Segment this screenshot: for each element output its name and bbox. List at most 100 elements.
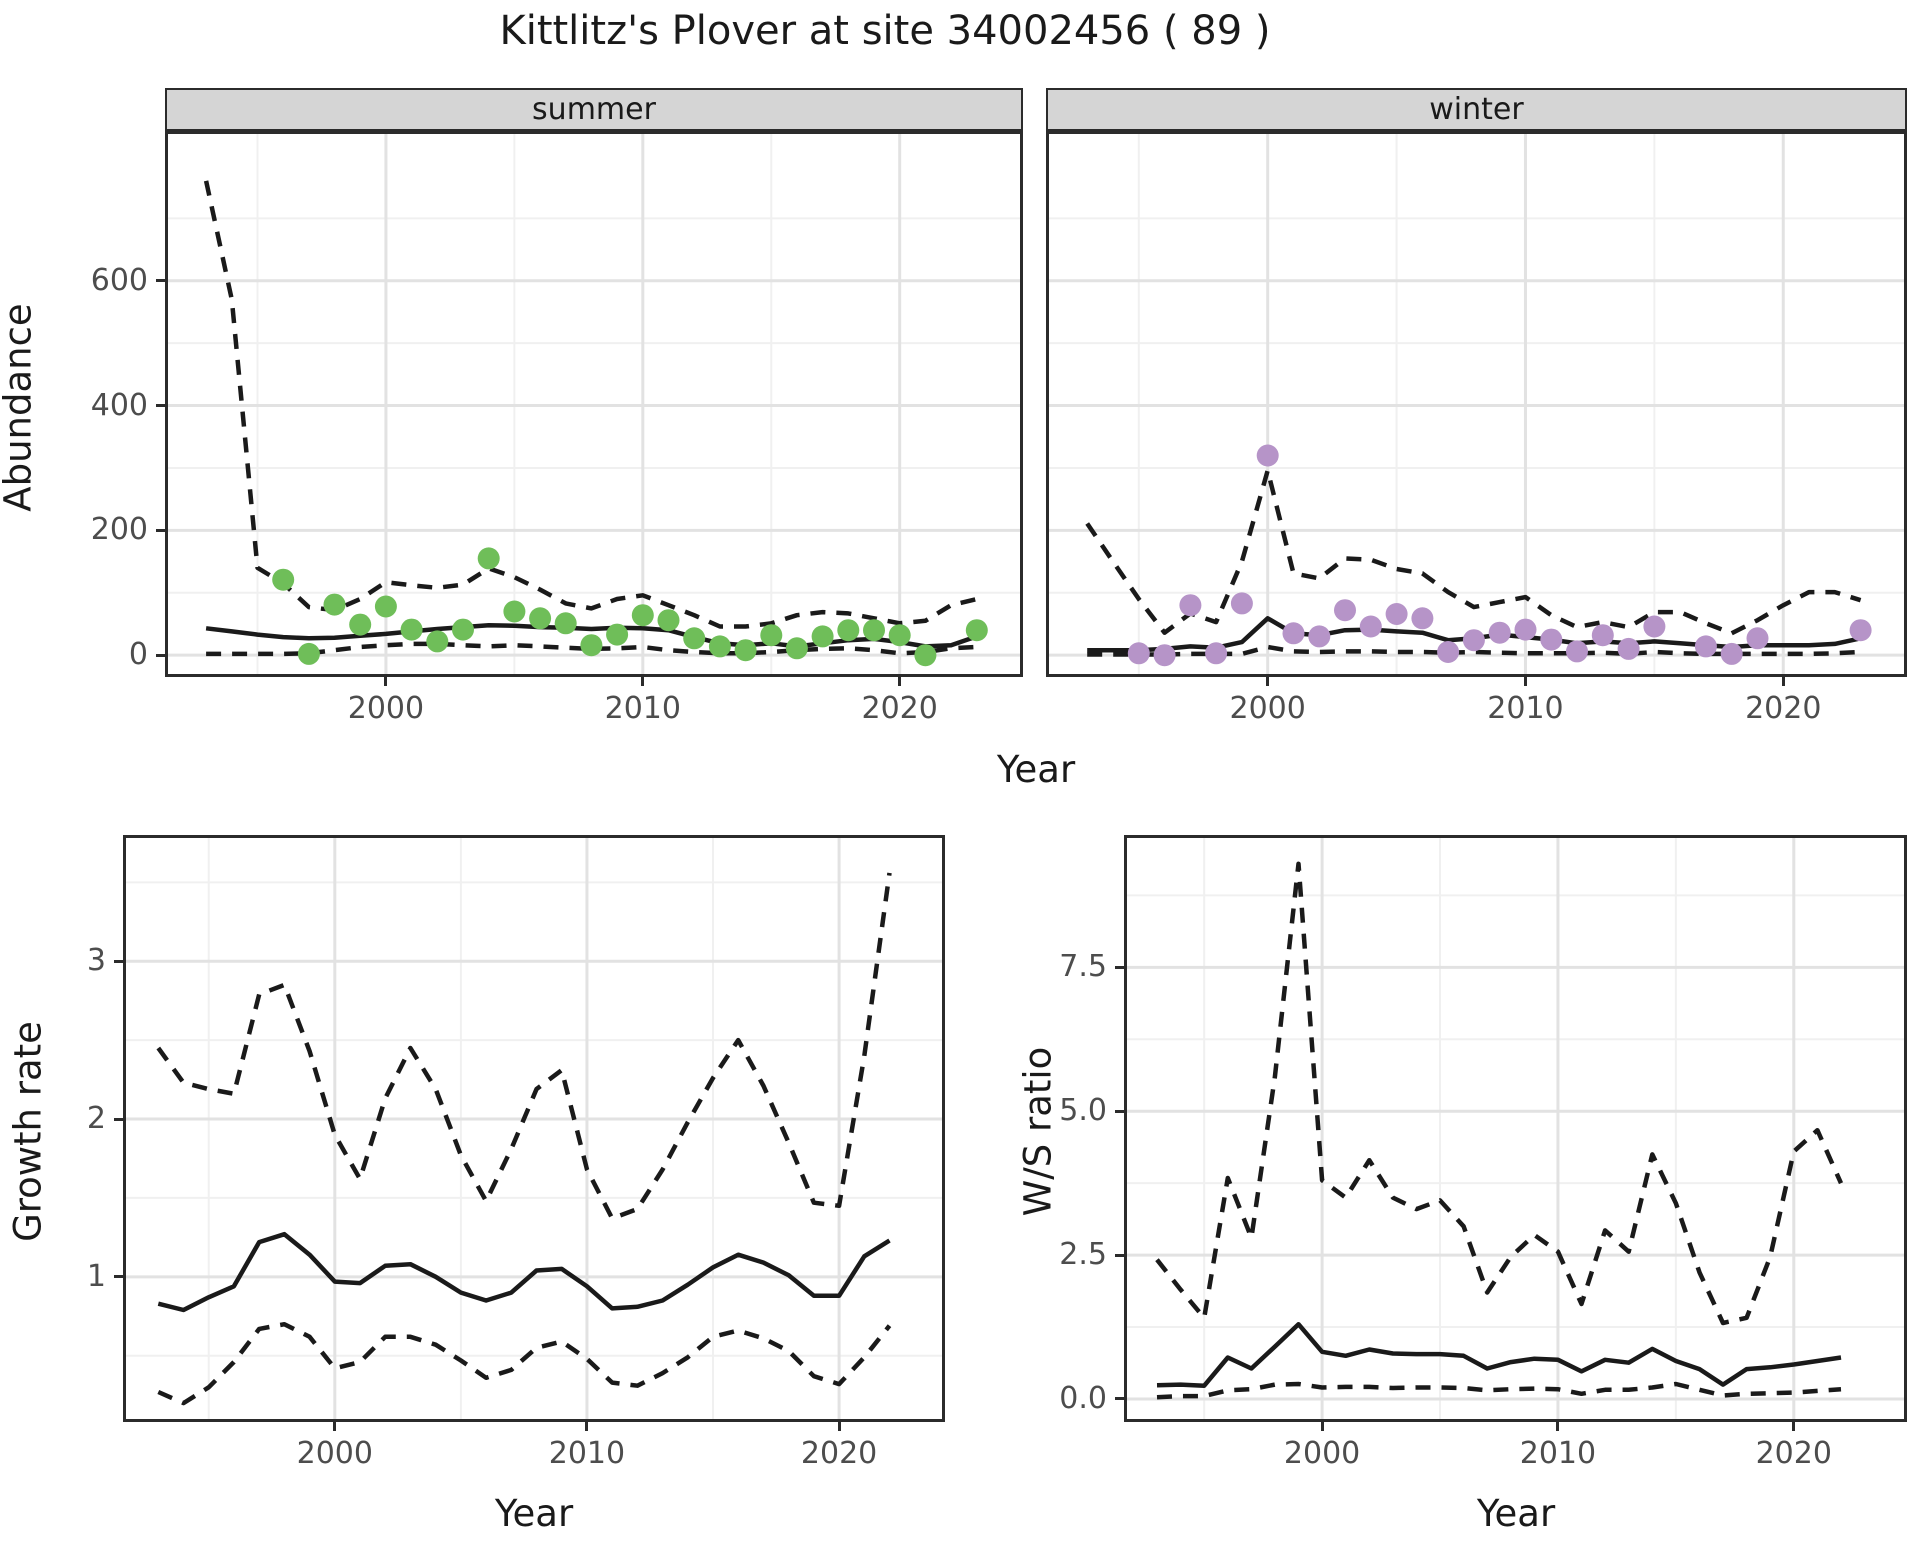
x-tick-mark: [585, 1422, 589, 1431]
fitted-solid-line: [1156, 1321, 1842, 1388]
observed-point: [323, 593, 346, 616]
y-tick-mark: [1115, 1397, 1124, 1401]
y-tick-mark: [156, 279, 165, 283]
x-tick-label: 2020: [1755, 1436, 1832, 1471]
x-tick-label: 2020: [861, 691, 938, 726]
x-tick-label: 2000: [1283, 1436, 1361, 1471]
observed-point: [1566, 640, 1588, 663]
observed-point: [297, 642, 320, 665]
observed-point: [1334, 599, 1356, 622]
observed-point: [1359, 615, 1382, 638]
y-tick-label: 400: [90, 387, 148, 423]
observed-point: [477, 547, 500, 570]
observed-point: [657, 609, 680, 632]
observed-point: [1153, 644, 1176, 667]
x-axis-title-year-top: Year: [996, 748, 1076, 791]
observed-point: [683, 627, 706, 650]
facet-strip-summer-label: summer: [532, 92, 656, 127]
x-tick-mark: [1266, 677, 1270, 686]
y-tick-label: 2.5: [1059, 1237, 1107, 1273]
x-tick-label: 2000: [1229, 691, 1306, 726]
observed-point: [1127, 642, 1150, 665]
observed-point: [914, 644, 937, 667]
observed-point: [965, 619, 988, 642]
observed-point: [888, 624, 911, 647]
panel-ws-ratio: [1124, 835, 1907, 1422]
y-tick-mark: [156, 404, 165, 408]
observed-point: [1746, 627, 1769, 650]
observed-point: [606, 623, 629, 646]
panel-growth-rate: [123, 835, 945, 1422]
observed-point: [1462, 629, 1485, 652]
observed-point: [452, 618, 474, 641]
observed-point: [1617, 637, 1640, 660]
x-tick-mark: [333, 1422, 337, 1431]
observed-point: [1282, 622, 1305, 645]
observed-point: [631, 604, 654, 627]
y-tick-label: 7.5: [1059, 949, 1107, 985]
x-tick-mark: [1320, 1422, 1324, 1431]
y-tick-label: 0: [128, 637, 148, 673]
panel-background: [1124, 835, 1907, 1422]
observed-point: [837, 619, 860, 642]
observed-point: [272, 568, 295, 591]
observed-point: [708, 635, 731, 658]
observed-point: [529, 607, 552, 630]
observed-point: [1205, 642, 1228, 665]
y-tick-label: 3: [86, 943, 106, 979]
panel-abundance-summer: [165, 131, 1023, 677]
panel-border: [123, 835, 945, 1422]
observed-point: [1256, 444, 1279, 467]
observed-point: [554, 612, 577, 635]
x-tick-label: 2010: [1487, 691, 1564, 726]
x-tick-mark: [641, 677, 645, 686]
ci-lower-dashed-line: [157, 1321, 892, 1406]
x-tick-label: 2020: [1745, 691, 1822, 726]
observed-point: [400, 618, 423, 641]
panel-background: [165, 131, 1023, 677]
y-tick-label: 0.0: [1059, 1380, 1107, 1416]
x-tick-label: 2010: [1519, 1436, 1597, 1471]
observed-point: [1643, 615, 1666, 638]
observed-point: [1694, 635, 1717, 658]
observed-point: [374, 595, 397, 618]
x-tick-mark: [1556, 1422, 1560, 1431]
y-tick-mark: [156, 528, 165, 532]
panel-background: [123, 835, 945, 1422]
observed-point: [1230, 592, 1253, 615]
y-tick-mark: [114, 959, 123, 963]
fitted-solid-line: [157, 1231, 891, 1313]
panel-background: [1046, 131, 1907, 677]
observed-point: [349, 613, 372, 636]
observed-point: [1308, 625, 1331, 648]
observed-point: [760, 624, 783, 647]
x-tick-label: 2000: [347, 691, 425, 726]
y-tick-mark: [1115, 965, 1124, 969]
x-tick-mark: [837, 1422, 841, 1431]
observed-point: [503, 600, 526, 623]
y-tick-mark: [114, 1275, 123, 1279]
x-tick-mark: [1781, 677, 1785, 686]
x-tick-mark: [898, 677, 902, 686]
x-tick-mark: [1792, 1422, 1796, 1431]
ci-upper-dashed-line: [1085, 468, 1862, 636]
observed-point: [1179, 594, 1202, 617]
y-tick-mark: [1115, 1109, 1124, 1113]
y-tick-mark: [114, 1117, 123, 1121]
x-tick-label: 2010: [548, 1436, 626, 1471]
panel-border: [1046, 131, 1907, 677]
ci-upper-dashed-line: [156, 872, 892, 1221]
y-tick-label: 2: [86, 1101, 106, 1137]
observed-point: [1540, 628, 1563, 651]
y-tick-label: 600: [90, 262, 148, 298]
observed-point: [1591, 624, 1614, 647]
observed-point: [426, 630, 449, 653]
x-axis-title-year-bottom-right: Year: [1476, 1492, 1556, 1535]
observed-point: [863, 619, 885, 642]
x-tick-label: 2010: [604, 691, 681, 726]
panel-border: [1124, 835, 1907, 1422]
observed-point: [785, 637, 808, 660]
observed-point: [734, 639, 757, 662]
observed-point: [1411, 607, 1434, 630]
y-tick-label: 5.0: [1059, 1093, 1107, 1129]
